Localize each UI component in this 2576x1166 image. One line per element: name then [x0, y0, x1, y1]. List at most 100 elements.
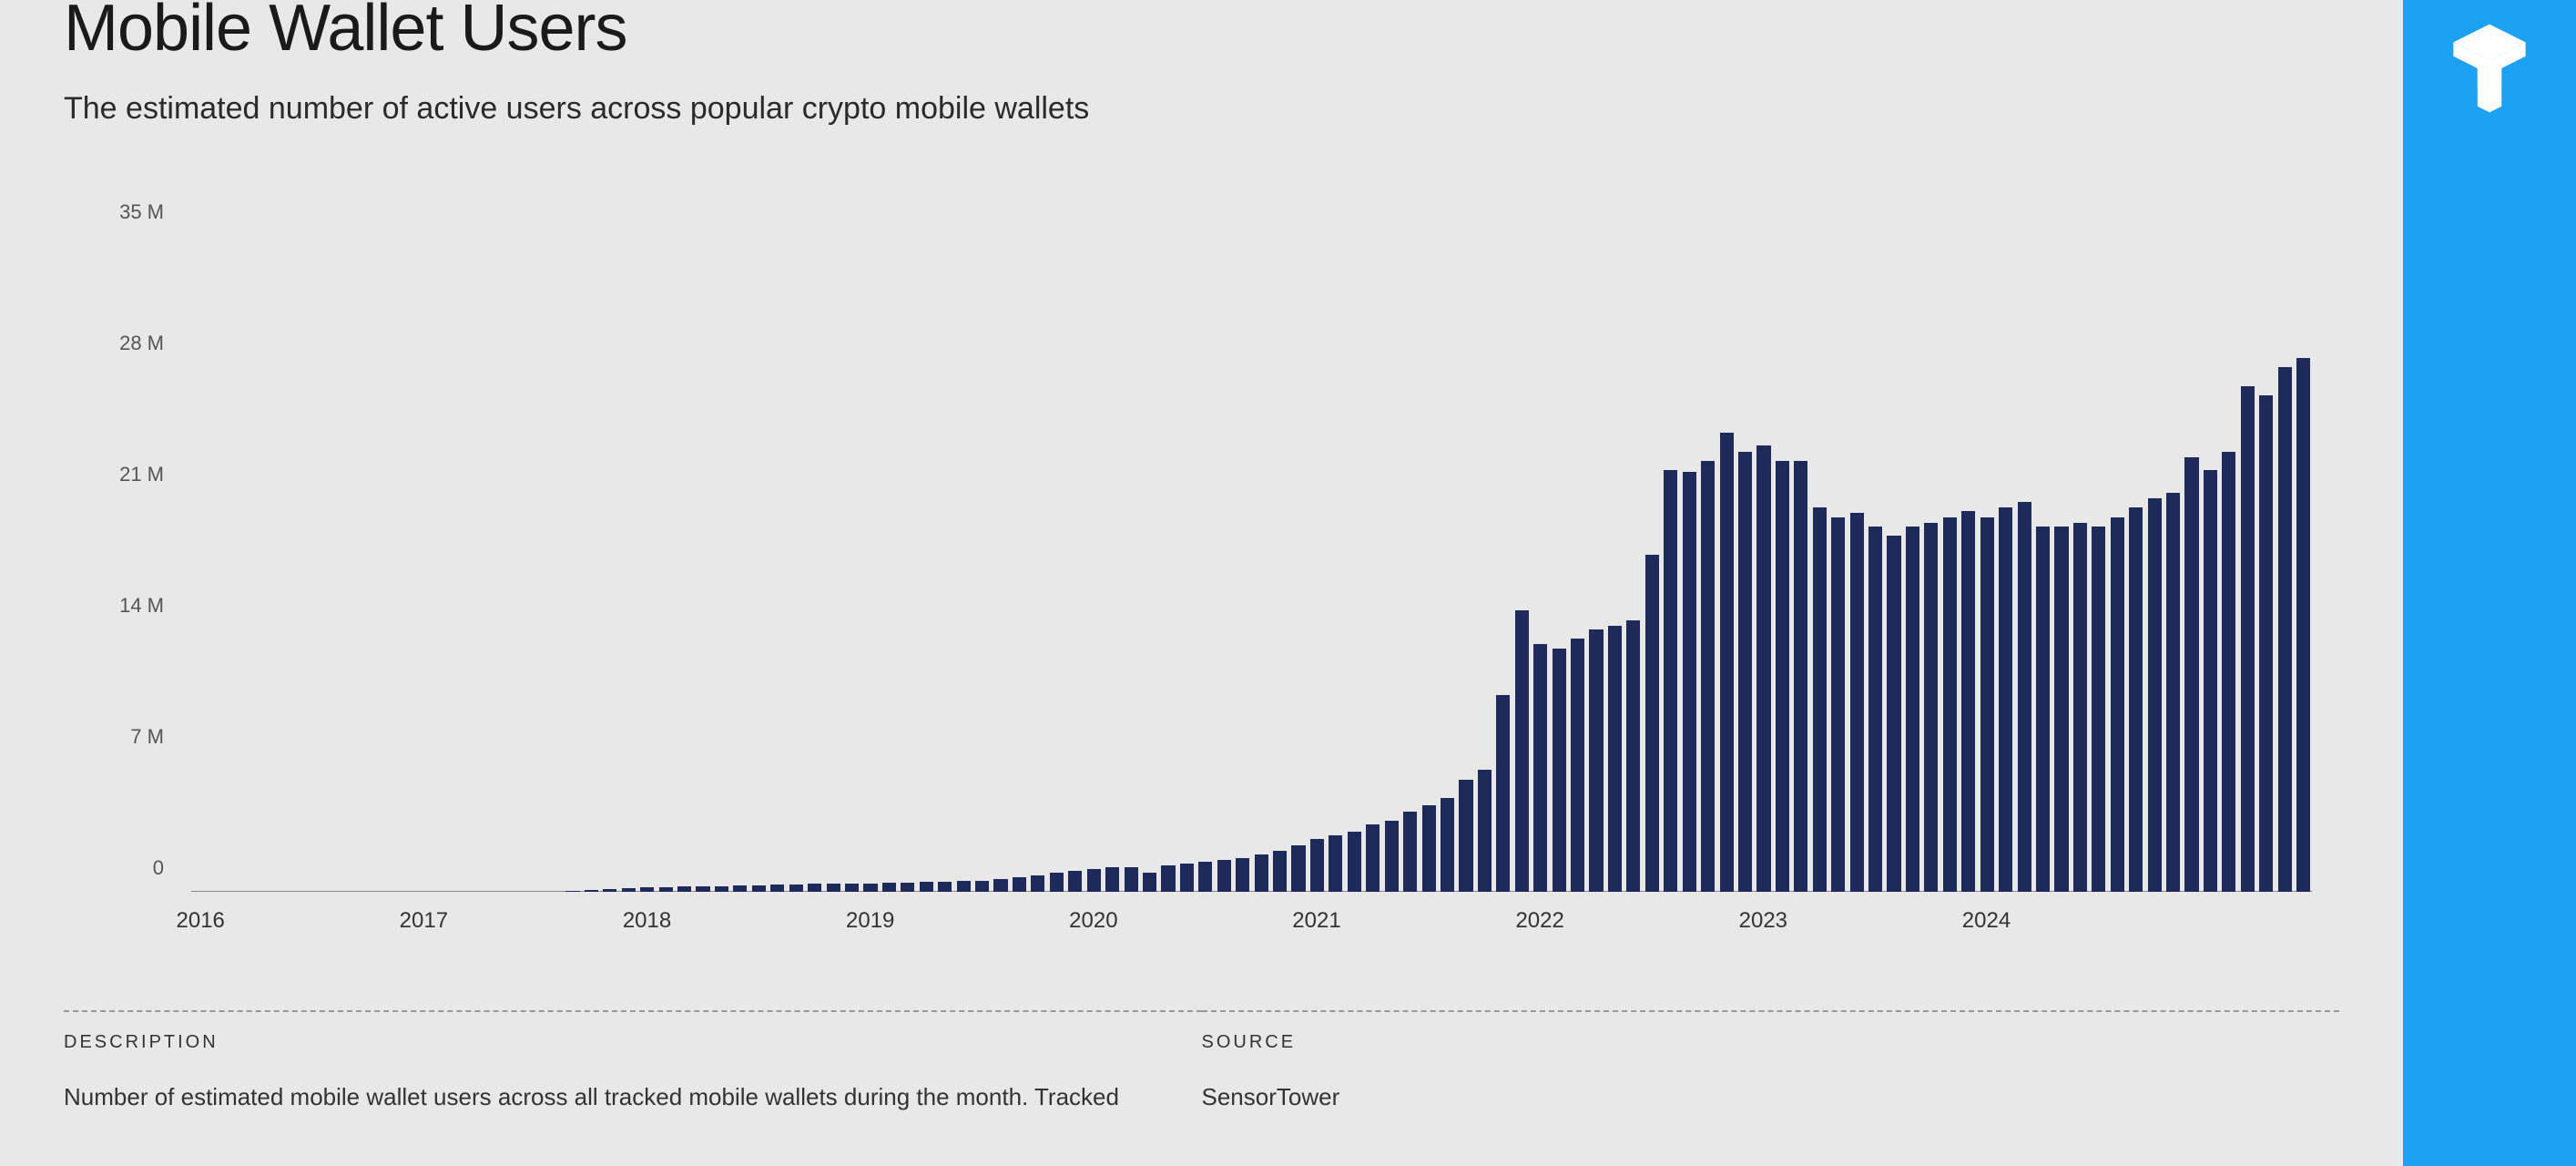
- bar-slot: [2183, 236, 2201, 892]
- bar-slot: [1587, 236, 1605, 892]
- chart-bars: [191, 236, 2312, 892]
- bar-slot: [2015, 236, 2033, 892]
- x-tick: 2023: [1739, 908, 1787, 934]
- bar-slot: [1848, 236, 1866, 892]
- bar: [770, 885, 784, 892]
- bar: [1999, 507, 2012, 892]
- x-tick: 2017: [400, 908, 448, 934]
- bar-slot: [880, 236, 898, 892]
- bar-slot: [2108, 236, 2126, 892]
- y-tick: 28 M: [64, 332, 164, 355]
- footer-source-label: SOURCE: [1202, 1032, 2286, 1053]
- bar-slot: [321, 236, 340, 892]
- bar-slot: [1698, 236, 1716, 892]
- bar: [2296, 358, 2310, 892]
- bar: [1385, 821, 1399, 892]
- bar-slot: [1047, 236, 1065, 892]
- bar-slot: [1196, 236, 1215, 892]
- bar-slot: [303, 236, 321, 892]
- bar: [1924, 523, 1938, 892]
- bar-slot: [284, 236, 302, 892]
- x-tick: 2018: [623, 908, 671, 934]
- bar-slot: [1289, 236, 1308, 892]
- bar-slot: [2164, 236, 2182, 892]
- bar-slot: [1215, 236, 1233, 892]
- bar-slot: [1177, 236, 1196, 892]
- bar: [1887, 536, 1900, 892]
- bar: [1813, 507, 1827, 892]
- footer-description-text: Number of estimated mobile wallet users …: [64, 1080, 1147, 1113]
- bar-slot: [247, 236, 265, 892]
- bar-slot: [341, 236, 359, 892]
- bar-slot: [1866, 236, 1884, 892]
- bar-slot: [2071, 236, 2089, 892]
- bar: [1087, 869, 1101, 892]
- bar: [1553, 649, 1566, 892]
- bar-slot: [1810, 236, 1828, 892]
- bar-slot: [1140, 236, 1158, 892]
- bar: [808, 884, 821, 892]
- bar-slot: [1308, 236, 1326, 892]
- bar-slot: [1438, 236, 1456, 892]
- bar-slot: [694, 236, 712, 892]
- bar-slot: [712, 236, 730, 892]
- bar-slot: [209, 236, 228, 892]
- bar-slot: [507, 236, 525, 892]
- bar: [1161, 865, 1175, 892]
- bar-slot: [1568, 236, 1586, 892]
- bar-slot: [638, 236, 657, 892]
- bar-slot: [2127, 236, 2145, 892]
- chart-subtitle: The estimated number of active users acr…: [64, 91, 2339, 127]
- bar-slot: [1903, 236, 1921, 892]
- bar-slot: [917, 236, 935, 892]
- bar-slot: [992, 236, 1010, 892]
- bar: [938, 882, 952, 892]
- bar-slot: [601, 236, 619, 892]
- bar: [1794, 461, 1807, 892]
- bar: [1496, 695, 1510, 892]
- bar-slot: [1084, 236, 1103, 892]
- bar-slot: [657, 236, 675, 892]
- bar-slot: [1029, 236, 1047, 892]
- bar: [2166, 493, 2180, 892]
- bar: [2184, 457, 2198, 892]
- bar: [2278, 367, 2292, 892]
- bar-slot: [1159, 236, 1177, 892]
- y-tick: 14 M: [64, 594, 164, 618]
- bar: [975, 881, 989, 892]
- bar-slot: [1345, 236, 1363, 892]
- bar: [1441, 798, 1454, 892]
- bar-slot: [1103, 236, 1121, 892]
- bar-slot: [2201, 236, 2219, 892]
- bar: [2222, 452, 2235, 892]
- bar-slot: [545, 236, 563, 892]
- bar-slot: [1327, 236, 1345, 892]
- y-axis: 07 M14 M21 M28 M35 M: [64, 236, 191, 892]
- bar: [1664, 470, 1677, 892]
- bar: [1776, 461, 1789, 892]
- y-tick: 35 M: [64, 200, 164, 224]
- brand-logo-icon: [2439, 18, 2540, 118]
- bar-slot: [1010, 236, 1028, 892]
- bar-slot: [1475, 236, 1493, 892]
- bar-slot: [787, 236, 805, 892]
- bar-slot: [1755, 236, 1773, 892]
- bar-slot: [805, 236, 823, 892]
- bar: [2054, 527, 2068, 892]
- bar-slot: [452, 236, 470, 892]
- bar-slot: [1457, 236, 1475, 892]
- bar: [845, 884, 859, 892]
- bar: [882, 883, 896, 892]
- y-tick: 0: [64, 856, 164, 880]
- bar-slot: [359, 236, 377, 892]
- y-tick: 7 M: [64, 725, 164, 749]
- bar-slot: [1122, 236, 1140, 892]
- bar-slot: [1364, 236, 1382, 892]
- bar-slot: [731, 236, 749, 892]
- bar-slot: [936, 236, 954, 892]
- bar: [1236, 858, 1249, 892]
- bar-slot: [1996, 236, 2014, 892]
- bar-slot: [675, 236, 693, 892]
- bar-slot: [471, 236, 489, 892]
- bar: [1645, 555, 1659, 892]
